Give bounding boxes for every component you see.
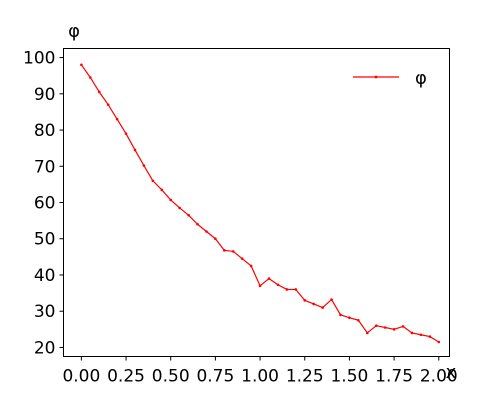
data-point: [312, 302, 315, 306]
data-point: [187, 213, 190, 217]
x-tick-label: 2.00: [420, 367, 458, 387]
data-point: [214, 237, 217, 241]
data-point: [321, 306, 324, 309]
x-tick-label: 1.25: [286, 367, 324, 387]
data-point: [231, 250, 235, 253]
y-tick-label: 30: [34, 302, 56, 322]
x-axis-ticks: 0.00 0.25 0.50 0.75 1.00 1.25 1.50 1.75 2.00: [62, 356, 458, 387]
x-tick-label: 0.75: [196, 367, 234, 387]
data-point: [410, 331, 414, 335]
data-point: [106, 103, 110, 106]
y-tick-label: 60: [34, 194, 56, 214]
data-point: [80, 63, 83, 67]
plot-area: [63, 48, 450, 357]
data-point: [392, 328, 396, 331]
series-line: [80, 64, 440, 343]
data-point: [330, 298, 333, 301]
data-point: [240, 257, 244, 260]
y-axis-ticks: 20 30 40 50 60 70 80 90 100: [23, 49, 64, 358]
y-tick-label: 20: [34, 338, 56, 358]
x-tick-label: 0.00: [62, 367, 100, 387]
y-tick-label: 90: [34, 85, 56, 105]
series-layer: [80, 63, 441, 344]
data-point: [89, 76, 92, 79]
x-axis-label: x: [446, 362, 457, 383]
x-tick-label: 1.75: [375, 367, 413, 387]
data-point: [169, 198, 173, 202]
data-point: [276, 283, 280, 287]
y-axis-label: φ: [68, 21, 80, 42]
data-point: [437, 340, 441, 344]
x-tick-label: 0.25: [107, 367, 145, 387]
x-tick-label: 0.50: [152, 367, 190, 387]
data-point: [419, 333, 423, 337]
data-point: [115, 117, 119, 121]
data-point: [267, 277, 271, 280]
data-point: [401, 325, 405, 328]
data-point: [97, 90, 101, 94]
y-tick-label: 70: [34, 157, 56, 177]
data-point: [258, 284, 262, 288]
y-tick-label: 80: [34, 121, 56, 141]
data-point: [383, 326, 387, 329]
x-tick-label: 1.50: [330, 367, 368, 387]
data-point: [303, 299, 307, 302]
data-point: [196, 222, 199, 226]
legend: φ: [353, 68, 427, 89]
data-point: [142, 164, 146, 167]
data-point: [428, 335, 432, 338]
legend-label-phi: φ: [415, 68, 427, 89]
data-point: [223, 249, 226, 252]
legend-marker-phi: [374, 75, 378, 79]
data-point: [348, 316, 351, 320]
data-point: [133, 148, 137, 152]
y-tick-label: 50: [34, 230, 56, 250]
data-point: [294, 288, 298, 291]
data-point: [151, 179, 155, 183]
data-point: [249, 264, 253, 268]
data-point: [357, 318, 360, 322]
data-point: [160, 188, 164, 192]
data-point: [124, 132, 128, 135]
plot-frame: [63, 48, 450, 357]
y-tick-label: 100: [23, 49, 55, 69]
data-point: [339, 313, 342, 317]
data-point: [178, 206, 181, 210]
data-point: [365, 331, 369, 335]
x-tick-label: 1.00: [241, 367, 279, 387]
data-point: [374, 324, 378, 328]
y-tick-label: 40: [34, 266, 56, 286]
data-point: [205, 230, 208, 233]
data-point: [285, 288, 289, 291]
